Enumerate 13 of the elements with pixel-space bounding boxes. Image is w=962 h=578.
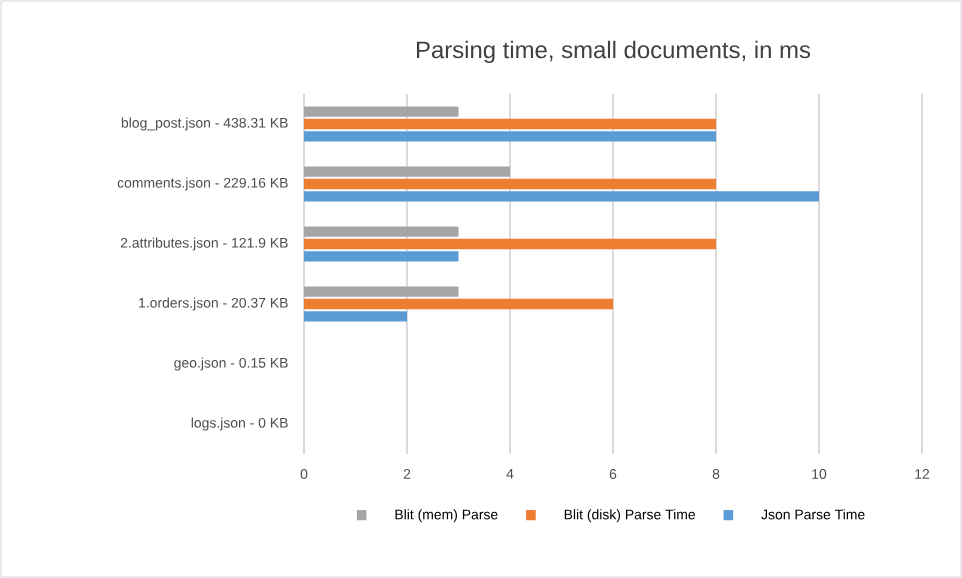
bar: [304, 178, 717, 190]
bar: [304, 166, 511, 177]
chart-title: Parsing time, small documents, in ms: [416, 40, 811, 64]
bar: [304, 311, 407, 322]
bar: [304, 226, 459, 237]
bar: [304, 286, 459, 297]
bar: [304, 191, 820, 202]
bar: [304, 118, 717, 130]
bar: [304, 131, 717, 142]
bar: [304, 298, 614, 310]
bar: [304, 106, 459, 117]
bar: [304, 251, 459, 262]
bar: [304, 238, 717, 250]
